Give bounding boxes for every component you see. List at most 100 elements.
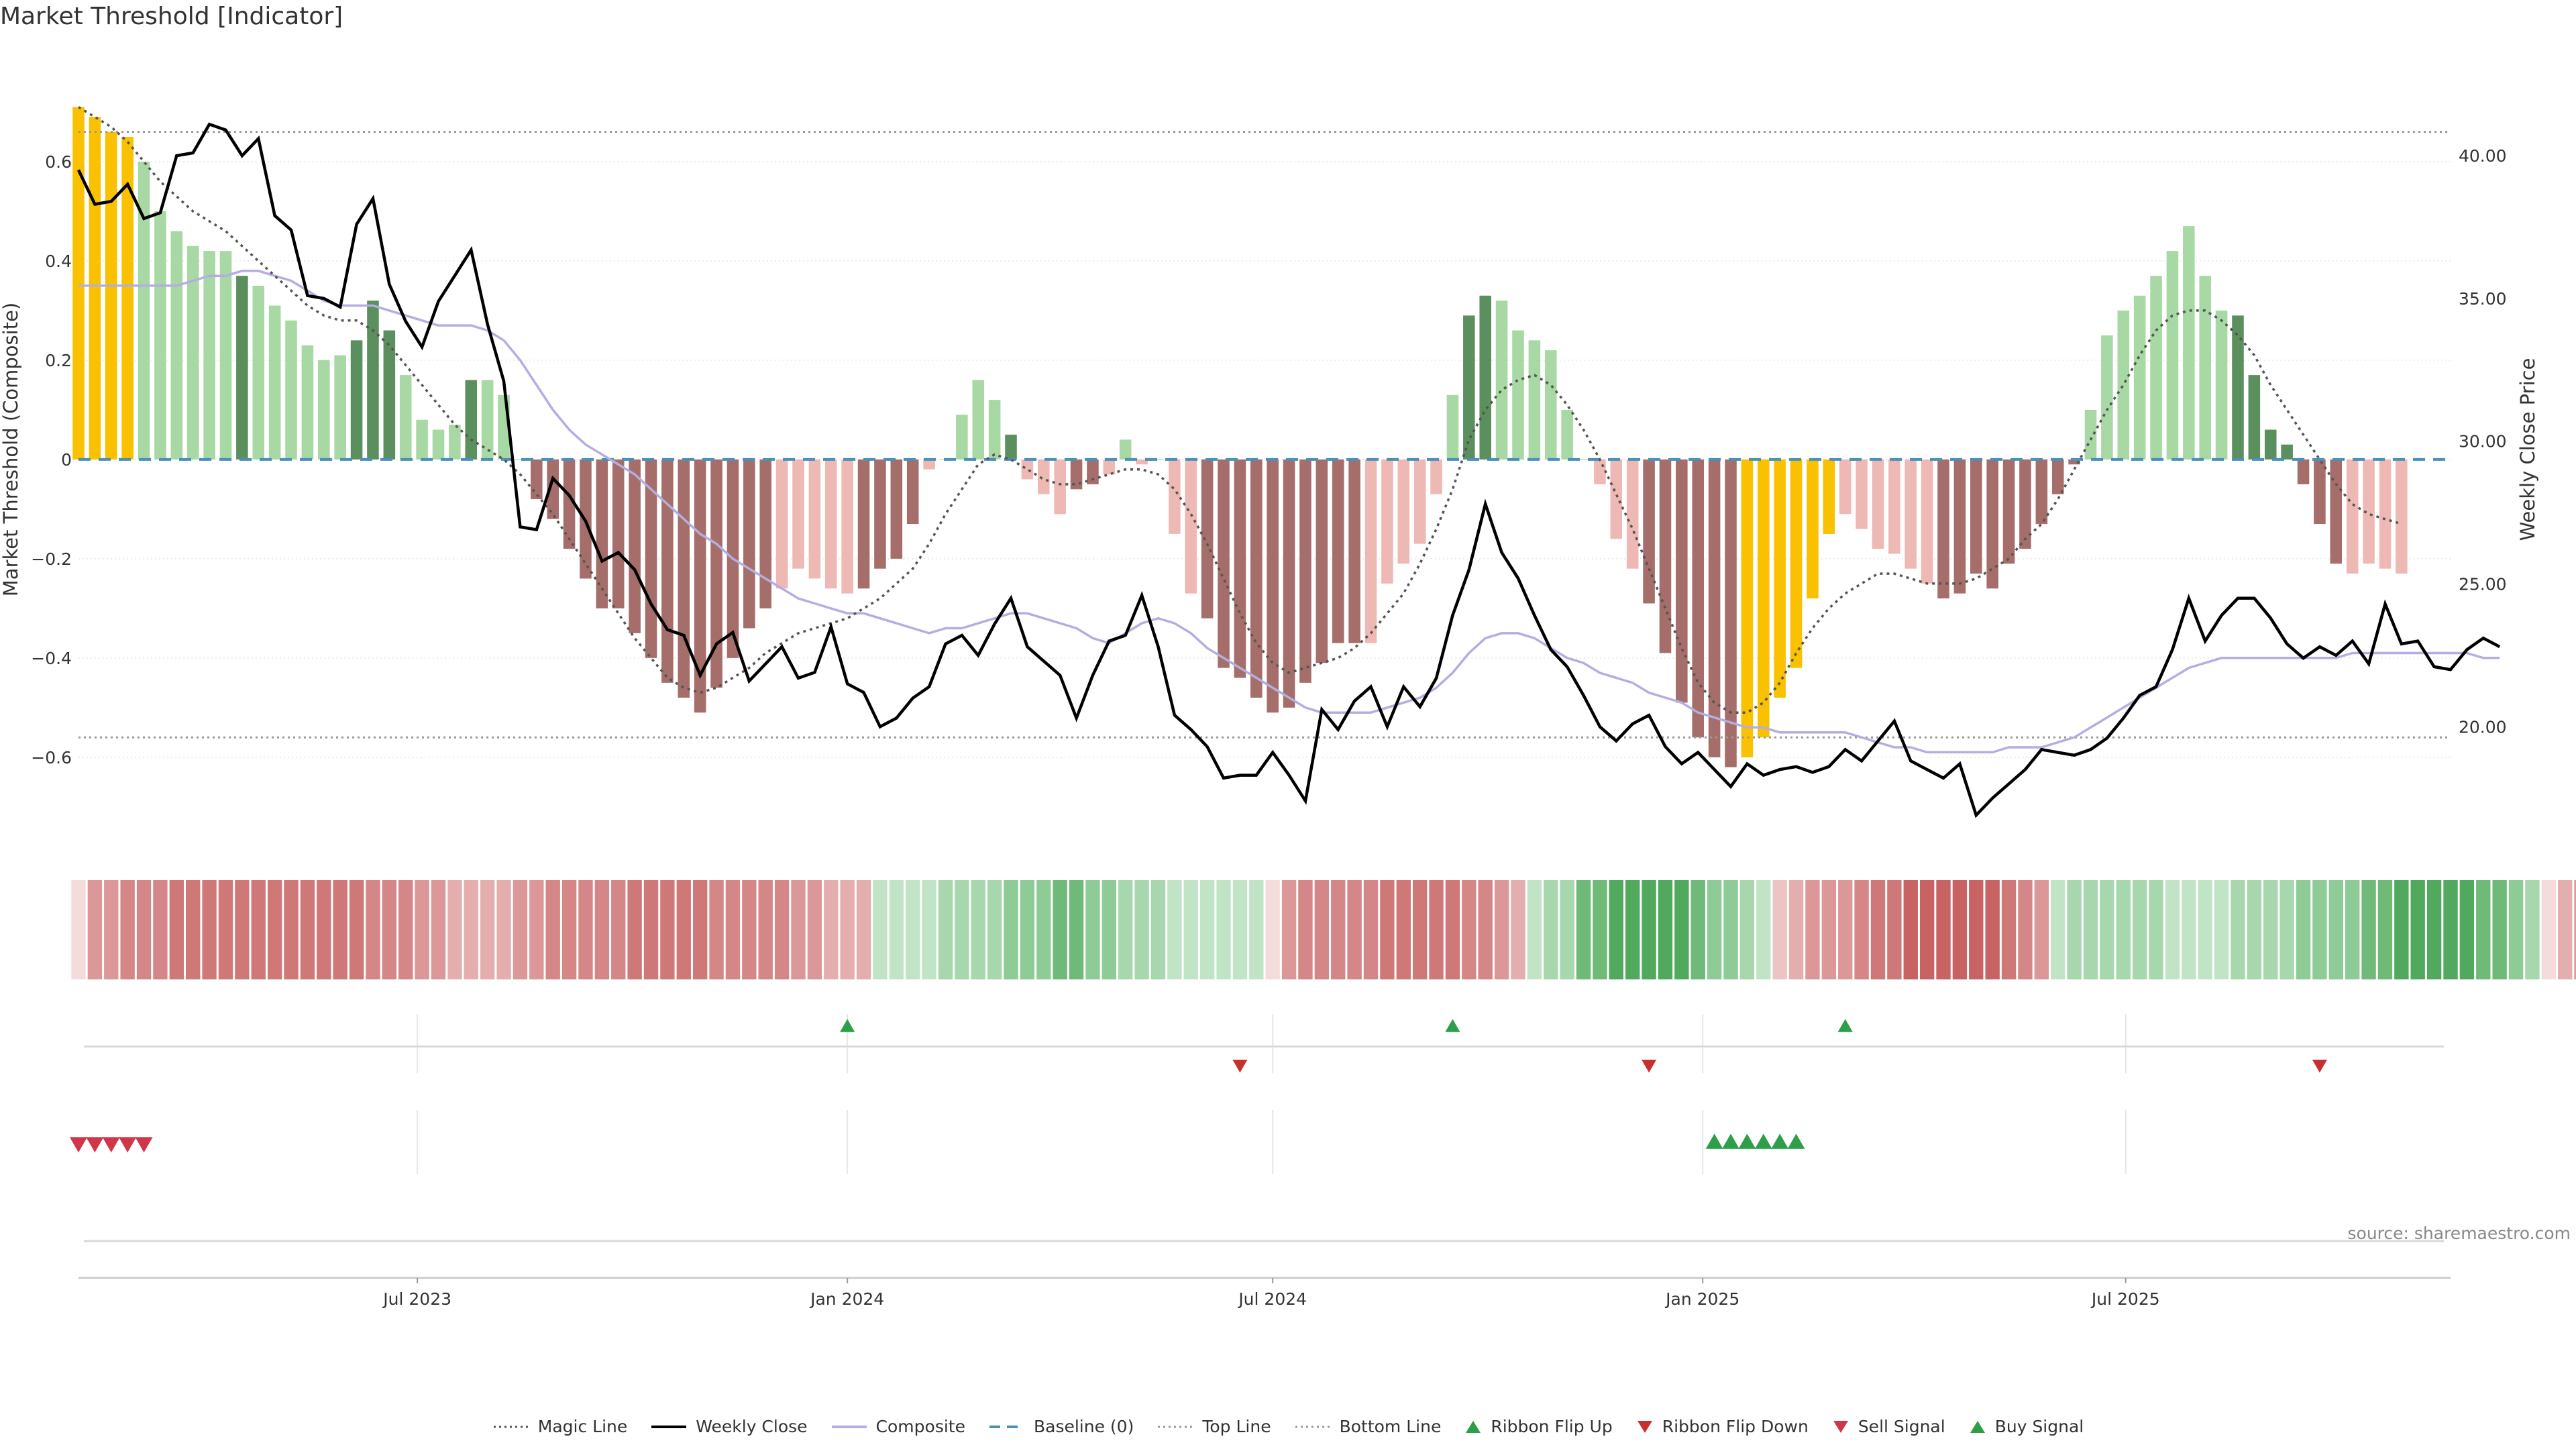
composite-bar [2166,251,2179,460]
composite-bar [710,459,722,688]
ribbon-flip-up-marker [1837,1019,1853,1032]
buy-signal-marker [1738,1134,1756,1149]
ribbon-cell [1396,880,1411,979]
ribbon-cell [1544,880,1558,979]
ribbon-cell [2116,880,2131,979]
ribbon-cell [987,880,1002,979]
composite-bar [1676,459,1688,703]
composite-bar [89,117,101,460]
composite-bar [1708,459,1721,757]
lavender-line-icon [831,1425,867,1428]
ribbon-cell [611,880,626,979]
composite-bar [956,415,968,460]
composite-bar [775,459,788,589]
composite-bar [1692,459,1705,738]
composite-bar [2199,276,2211,460]
ribbon-flip-down-marker [1642,1059,1657,1073]
ribbon-cell [2508,880,2524,979]
ribbon-cell [251,880,266,979]
ribbon-cell [643,880,659,979]
solid-line-icon [651,1425,687,1428]
ribbon-cell [1265,880,1280,979]
ribbon-cell [2492,880,2507,979]
composite-bar [449,425,461,460]
composite-bar [2264,429,2277,460]
composite-bar [1937,459,1949,599]
composite-bar [1888,459,1900,554]
composite-bar [661,459,674,683]
composite-bar [1136,459,1148,465]
ribbon-cell [1788,880,1804,979]
signals-layer [70,1014,2444,1242]
composite-bar [808,459,821,579]
composite-bar [383,330,396,460]
ribbon-cell [218,880,233,979]
ribbon-cell [398,880,413,979]
sell-signal-marker [135,1137,153,1152]
legend-item-ribbon-flip-down: Ribbon Flip Down [1635,1417,1809,1436]
ribbon-cell [1183,880,1198,979]
y-axis-label: Market Threshold (Composite) [0,303,22,596]
composite-bar [236,276,248,460]
composite-bar [1299,459,1311,683]
composite-bar [1267,459,1279,713]
ribbon-cell [971,880,985,979]
composite-bar [1070,459,1083,490]
ribbon-cell [2296,880,2311,979]
composite-bar [1561,409,1573,460]
ribbon-cell [71,880,86,979]
ribbon-cell [300,880,315,979]
composite-bar [1005,434,1017,460]
ribbon-cell [840,880,855,979]
ribbon-cell [366,880,380,979]
ribbon-cell [1576,880,1591,979]
ribbon-cell [2100,880,2114,979]
ribbon-cell [153,880,168,979]
legend-item-weekly-close: Weekly Close [650,1417,808,1436]
composite-bar [1725,459,1737,767]
sell-signal-marker [119,1137,137,1152]
composite-bar [1087,459,1099,484]
ribbon-cell [660,880,675,979]
ribbon-flip-down-marker [2312,1059,2327,1073]
ribbon-cell [709,880,724,979]
composite-bar [1839,459,1851,515]
legend-item-bottom-line: Bottom Line [1294,1417,1441,1436]
indicator-chart: 0.6 0.4 0.2 0 −0.2 −0.4 −0.6 40.00 35.00 30.00 25.… [0,106,2576,1309]
composite-bar [1348,459,1360,643]
ribbon-cell [1298,880,1313,979]
ribbon-cell [1199,880,1215,979]
triangle-down-icon [1637,1420,1652,1433]
composite-bar [334,355,346,460]
composite-bar [2150,276,2162,460]
composite-bar [629,459,641,633]
composite-bar [1856,459,1868,529]
y-tick-label: −0.4 [31,649,72,668]
ribbon-cell [513,880,528,979]
ribbon-cell [1690,880,1705,979]
composite-bar [1659,459,1672,653]
ribbon-cell [2132,880,2147,979]
composite-bar [416,419,428,460]
ribbon-cell [1756,880,1771,979]
triangle-up-icon [1466,1420,1481,1433]
ribbon-cell [1593,880,1607,979]
composite-bar [1626,459,1639,569]
ribbon-cell [1118,880,1133,979]
composite-bar [1594,459,1606,484]
dotted-line-icon [1158,1426,1193,1428]
ribbon-cell [431,880,446,979]
ribbon-cell [758,880,773,979]
composite-bar [2379,459,2392,569]
ribbon-cell [1331,880,1346,979]
sell-signal-marker [70,1137,87,1152]
ribbon-cell [938,880,953,979]
ribbon-cell [1085,880,1100,979]
composite-bar [1250,459,1263,698]
composite-bar [1218,459,1230,668]
ribbon-cell [333,880,347,979]
ribbon-cell [1363,880,1379,979]
composite-bar [1413,459,1426,544]
ribbon-cell [1429,880,1444,979]
legend-label: Ribbon Flip Up [1491,1417,1613,1436]
